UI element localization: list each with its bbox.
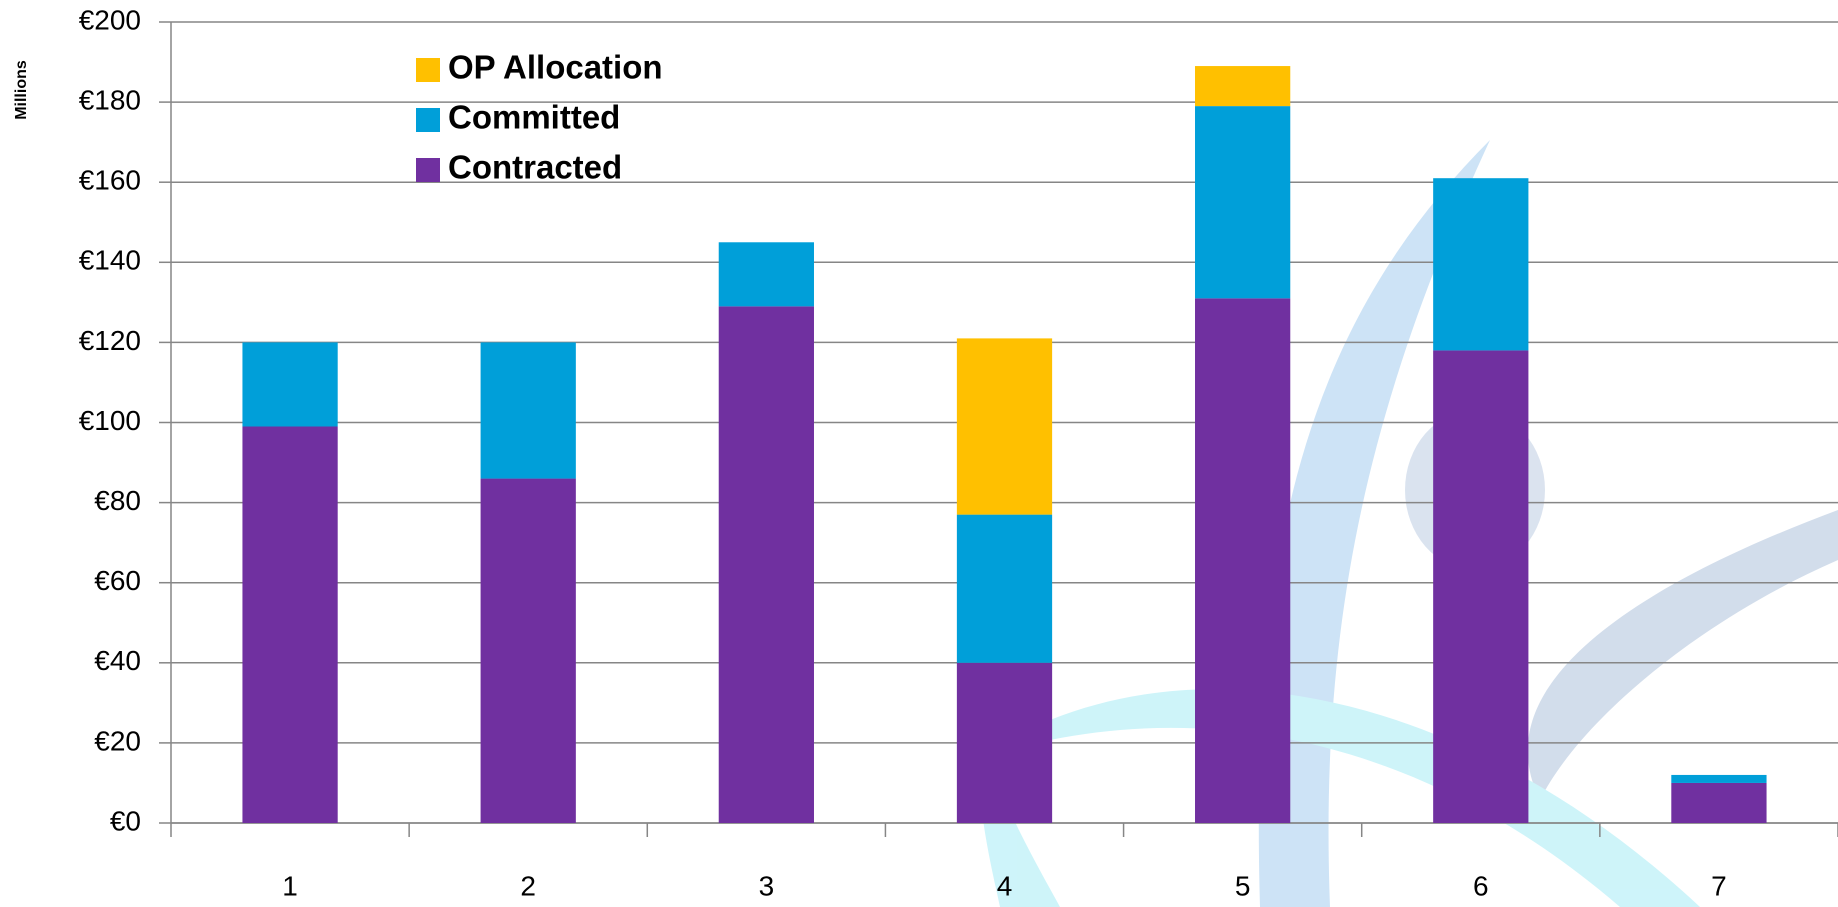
y-tick-label: €180: [79, 84, 141, 115]
y-axis-label: Millions: [13, 60, 30, 120]
legend-label: Contracted: [448, 149, 622, 186]
bar-segment: [1195, 66, 1291, 107]
y-tick-label: €160: [79, 165, 141, 196]
legend-label: Committed: [448, 99, 620, 136]
x-tick-label: 7: [1711, 870, 1727, 901]
bar-segment: [1195, 298, 1291, 824]
bar-segment: [956, 338, 1053, 515]
y-tick-label: €0: [110, 805, 141, 836]
legend-swatch: [416, 108, 440, 132]
x-tick-label: 4: [997, 870, 1013, 901]
bar-segment: [1433, 350, 1529, 823]
y-tick-label: €100: [79, 405, 141, 436]
bar-segment: [718, 242, 814, 307]
y-tick-label: €80: [94, 485, 141, 516]
bar-segment: [480, 342, 576, 479]
y-tick-label: €20: [94, 725, 141, 756]
x-tick-label: 2: [520, 870, 536, 901]
y-tick-label: €60: [94, 565, 141, 596]
bar-segment: [956, 514, 1053, 663]
bar-segment: [242, 426, 338, 823]
y-tick-label: €120: [79, 325, 141, 356]
y-tick-label: €140: [79, 245, 141, 276]
bar-segment: [1433, 178, 1529, 351]
y-tick-label: €200: [79, 4, 141, 35]
legend-swatch: [416, 58, 440, 82]
bar-segment: [1195, 106, 1291, 299]
bar-segment: [1671, 782, 1767, 823]
bar-segment: [480, 478, 576, 823]
legend-label: OP Allocation: [448, 49, 663, 86]
x-tick-label: 6: [1473, 870, 1489, 901]
x-tick-label: 5: [1235, 870, 1251, 901]
legend-swatch: [416, 158, 440, 182]
x-tick-label: 1: [282, 870, 298, 901]
bar-segment: [1671, 774, 1767, 783]
bar-segment: [956, 662, 1053, 823]
bar-segment: [242, 342, 338, 427]
y-tick-label: €40: [94, 645, 141, 676]
x-tick-label: 3: [759, 870, 775, 901]
bar-segment: [718, 306, 814, 824]
